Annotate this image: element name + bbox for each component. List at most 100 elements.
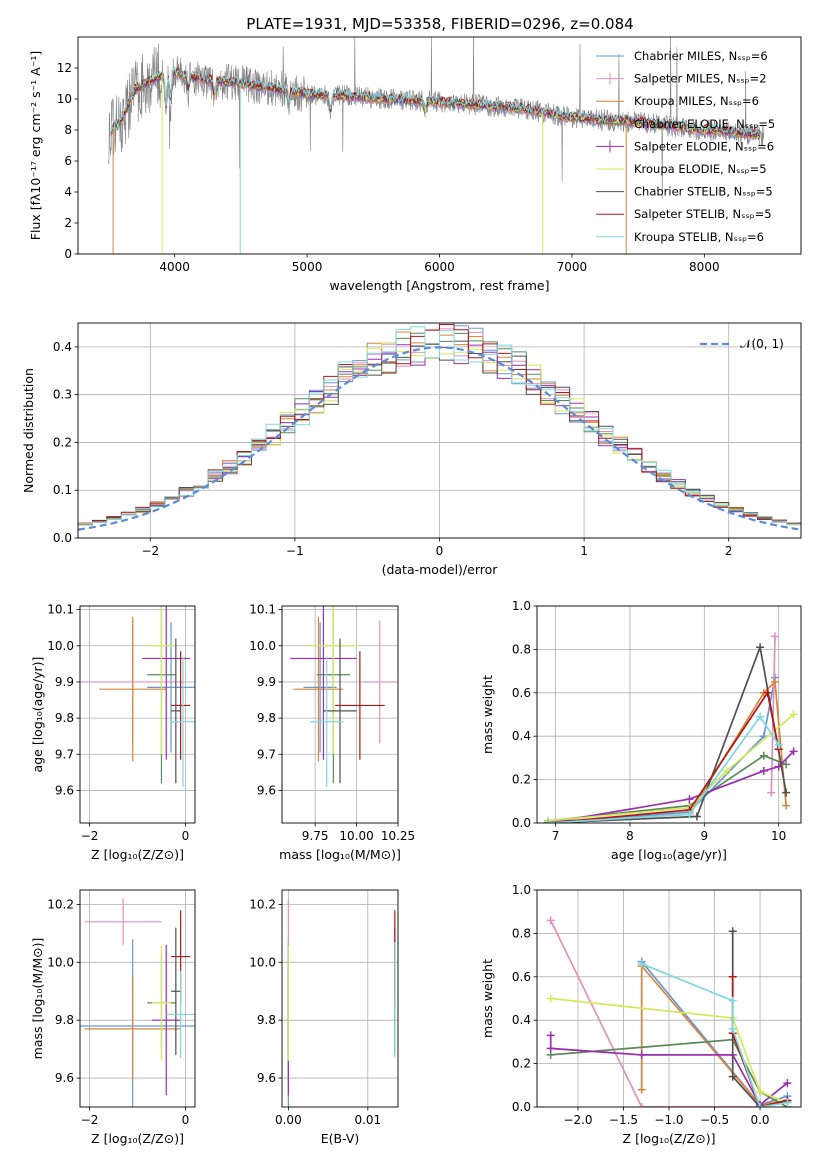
- y-tick-label: 9.6: [55, 1071, 74, 1085]
- y-tick-label: 0.0: [512, 1100, 531, 1114]
- weight-line: [548, 643, 787, 823]
- x-tick-label: 6000: [424, 260, 455, 274]
- weight-line: [549, 920, 760, 1107]
- legend-label: Kroupa STELIB, Nₛₛₚ=6: [634, 230, 764, 244]
- x-axis-label: mass [log₁₀(M/M⊙)]: [279, 847, 401, 862]
- errorbar-salpeter-stelib: [171, 651, 191, 760]
- y-tick-label: 12: [57, 61, 72, 75]
- weight-series-kroupa-stelib: [544, 712, 783, 823]
- x-tick-label: 1: [580, 544, 588, 558]
- plot-area: [290, 606, 397, 787]
- y-tick-label: 0.2: [53, 435, 72, 449]
- x-axis-label: E(B-V): [321, 1131, 360, 1146]
- weight-marker: [728, 996, 737, 1005]
- x-tick-label: 5000: [292, 260, 323, 274]
- errorbar-chabrier-stelib: [171, 927, 181, 1055]
- x-tick-label: 7000: [557, 260, 588, 274]
- x-tick-label: 2: [725, 544, 733, 558]
- weight-marker: [728, 1024, 737, 1033]
- errorbar-chabrier-miles: [147, 622, 195, 753]
- x-tick-label: 9.75: [302, 829, 329, 843]
- y-tick-label: 10.0: [47, 639, 74, 653]
- weight-series-salpeter-miles: [546, 916, 765, 1107]
- panel-mass_vs_EBV: 0.00 0.01 9.6 9.8 10.0 10.2 E(B-V): [249, 889, 399, 1146]
- errorbar-salpeter-elodie: [290, 606, 357, 760]
- plot-area: [80, 898, 195, 1107]
- axes-frame: [77, 36, 802, 255]
- x-tick-label: −1: [286, 544, 304, 558]
- weight-line: [548, 754, 787, 822]
- x-axis-label: (data-model)/error: [382, 562, 499, 577]
- y-tick-label: 1.0: [512, 599, 531, 613]
- errorbar-chabrier-stelib: [323, 638, 357, 784]
- y-tick-label: 9.8: [257, 1013, 276, 1027]
- x-axis-label: wavelength [Angstrom, rest frame]: [329, 278, 549, 293]
- plot-area: [80, 606, 195, 787]
- y-tick-label: 9.9: [55, 675, 74, 689]
- weight-marker: [544, 819, 553, 823]
- errorbar-kroupa-elodie: [147, 606, 176, 755]
- y-tick-label: 0.8: [512, 642, 531, 656]
- weight-line: [548, 680, 787, 823]
- y-axis-label: Flux [fλ10⁻¹⁷ erg cm⁻² s⁻¹ A⁻¹]: [28, 51, 43, 240]
- y-tick-label: 2: [64, 216, 72, 230]
- y-tick-label: 9.6: [257, 1071, 276, 1085]
- weight-marker: [756, 1087, 765, 1096]
- model-line-salpeter-stelib: [110, 66, 760, 138]
- panel-spectrum: 4000 5000 6000 7000 8000 0 2 4 6 8 10 12 wavelength …: [28, 36, 802, 293]
- y-tick-label: 9.8: [55, 711, 74, 725]
- grid: [282, 890, 398, 1107]
- weight-marker: [756, 643, 765, 652]
- weight-marker: [728, 1072, 737, 1081]
- y-tick-label: 10.1: [249, 603, 276, 617]
- y-tick-label: 0.4: [512, 1013, 531, 1027]
- y-tick-label: 9.8: [55, 1013, 74, 1027]
- weight-marker: [546, 994, 555, 1003]
- legend-label: Kroupa ELODIE, Nₛₛₚ=5: [634, 162, 767, 176]
- x-tick-label: −2: [81, 1113, 99, 1127]
- errorbar-kroupa-elodie: [308, 606, 359, 755]
- y-tick-label: 9.6: [55, 783, 74, 797]
- x-axis-label: age [log₁₀(age/yr)]: [611, 847, 727, 862]
- y-tick-label: 0.3: [53, 388, 72, 402]
- y-tick-label: 9.9: [257, 675, 276, 689]
- weight-series-salpeter-stelib: [544, 688, 783, 823]
- x-tick-label: 0: [182, 829, 190, 843]
- axes-frame: [79, 889, 196, 1108]
- weight-marker: [685, 795, 694, 804]
- x-tick-label: −0.5: [700, 1113, 729, 1127]
- errorbar-salpeter-miles: [84, 898, 162, 945]
- axes-frame: [281, 605, 399, 824]
- errorbar-kroupa-miles: [99, 616, 167, 762]
- errorbar-kroupa-miles: [293, 616, 344, 762]
- x-axis-label: Z [log₁₀(Z/Z⊙)]: [91, 1131, 184, 1146]
- y-tick-label: 6: [64, 154, 72, 168]
- errorbar-salpeter-stelib: [335, 651, 385, 760]
- x-tick-label: 10.00: [339, 829, 373, 843]
- weight-marker: [685, 810, 694, 819]
- weight-series-chabrier-stelib: [544, 643, 791, 823]
- y-tick-label: 0.8: [512, 926, 531, 940]
- panel-age_vs_Z: −2 0 9.6 9.7 9.8 9.9 10.0 10.1 Z [log₁₀(Z/Z⊙)] ag…: [30, 603, 196, 862]
- y-tick-label: 9.7: [55, 747, 74, 761]
- axes-frame: [77, 322, 802, 539]
- axes-frame: [536, 889, 802, 1108]
- weight-marker: [767, 788, 776, 797]
- weight-marker: [637, 959, 646, 968]
- x-tick-label: −1.5: [609, 1113, 638, 1127]
- weight-marker: [637, 1085, 646, 1094]
- axes-frame: [79, 605, 196, 824]
- y-tick-label: 0.0: [512, 816, 531, 830]
- x-axis-label: Z [log₁₀(Z/Z⊙)]: [91, 847, 184, 862]
- plot-area: [287, 898, 396, 1107]
- y-tick-label: 9.6: [257, 783, 276, 797]
- x-tick-label: −1.0: [654, 1113, 683, 1127]
- weight-marker: [728, 972, 737, 981]
- grid: [80, 890, 195, 1107]
- weight-marker: [770, 677, 779, 686]
- x-tick-label: −2.0: [563, 1113, 592, 1127]
- y-axis-label: mass weight: [480, 959, 495, 1038]
- figure-title: PLATE=1931, MJD=53358, FIBERID=0296, z=0…: [246, 15, 633, 33]
- weight-marker: [637, 1103, 646, 1107]
- y-axis-label: mass [log₁₀(M/M⊙)]: [30, 938, 45, 1060]
